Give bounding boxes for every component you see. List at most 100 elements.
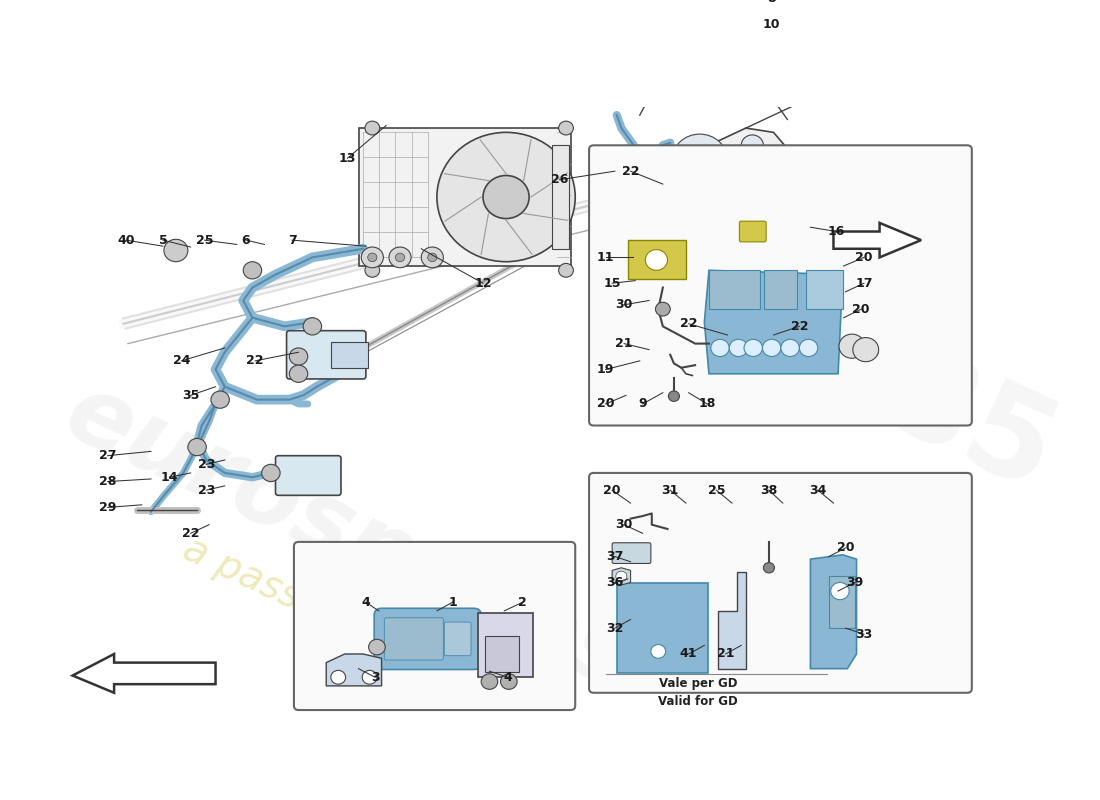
Circle shape [304, 318, 321, 335]
Text: 23: 23 [198, 484, 214, 497]
Text: 41: 41 [680, 647, 697, 661]
Circle shape [729, 339, 748, 357]
Text: a passion for parts: a passion for parts [177, 530, 521, 718]
Circle shape [362, 670, 377, 684]
Circle shape [651, 645, 666, 658]
FancyBboxPatch shape [590, 146, 971, 426]
Circle shape [368, 639, 385, 655]
Circle shape [656, 302, 670, 316]
Text: 6: 6 [242, 234, 251, 246]
Circle shape [725, 156, 758, 186]
Circle shape [361, 247, 384, 268]
Circle shape [367, 253, 377, 262]
Circle shape [428, 253, 437, 262]
Text: 885: 885 [786, 298, 1075, 518]
Circle shape [262, 464, 280, 482]
Text: 24: 24 [173, 354, 190, 367]
Circle shape [800, 339, 817, 357]
Text: 13: 13 [339, 152, 356, 165]
Circle shape [616, 571, 627, 582]
Circle shape [781, 339, 800, 357]
Circle shape [365, 263, 380, 278]
Text: 22: 22 [680, 318, 697, 330]
Text: 22: 22 [791, 320, 808, 333]
Text: 35: 35 [182, 389, 199, 402]
Text: 22: 22 [621, 165, 639, 178]
Text: eurospares: eurospares [648, 254, 972, 442]
Text: 18: 18 [698, 398, 716, 410]
Circle shape [211, 391, 230, 408]
Text: 31: 31 [661, 484, 679, 497]
Polygon shape [612, 568, 630, 585]
FancyBboxPatch shape [478, 614, 532, 678]
Circle shape [830, 582, 849, 600]
Circle shape [762, 339, 781, 357]
Circle shape [559, 121, 573, 135]
Circle shape [852, 338, 879, 362]
Circle shape [646, 250, 668, 270]
Text: 10: 10 [763, 18, 780, 31]
FancyBboxPatch shape [829, 576, 855, 628]
Text: 22: 22 [182, 526, 199, 540]
Text: 17: 17 [855, 277, 872, 290]
Polygon shape [359, 128, 571, 266]
Text: 36: 36 [606, 576, 624, 589]
FancyBboxPatch shape [617, 583, 708, 673]
Circle shape [689, 150, 711, 170]
Text: 29: 29 [99, 501, 117, 514]
Polygon shape [628, 240, 686, 279]
FancyBboxPatch shape [287, 330, 366, 379]
Circle shape [289, 365, 308, 382]
Circle shape [669, 391, 680, 402]
Text: 4: 4 [504, 670, 513, 684]
Circle shape [395, 253, 405, 262]
Text: 4: 4 [362, 596, 371, 609]
Text: 28: 28 [99, 475, 117, 488]
Polygon shape [704, 270, 843, 374]
FancyBboxPatch shape [552, 146, 569, 249]
Circle shape [188, 438, 207, 456]
Circle shape [331, 670, 345, 684]
Text: 21: 21 [615, 337, 632, 350]
Text: 20: 20 [855, 251, 872, 264]
Text: 1: 1 [448, 596, 456, 609]
Circle shape [365, 121, 380, 135]
Text: 16: 16 [827, 225, 845, 238]
Text: 8: 8 [768, 0, 776, 6]
FancyBboxPatch shape [739, 221, 766, 242]
Text: 20: 20 [852, 302, 870, 316]
Circle shape [437, 132, 575, 262]
Polygon shape [327, 654, 382, 686]
Text: 14: 14 [161, 470, 178, 484]
FancyBboxPatch shape [384, 618, 443, 660]
Text: 15: 15 [604, 277, 620, 290]
Text: 25: 25 [196, 234, 213, 246]
Text: eurospares: eurospares [51, 366, 648, 710]
Polygon shape [73, 654, 216, 693]
Circle shape [481, 674, 498, 690]
Text: 33: 33 [856, 628, 872, 641]
Text: 20: 20 [597, 398, 615, 410]
FancyBboxPatch shape [590, 473, 971, 693]
FancyBboxPatch shape [374, 608, 481, 670]
Text: 12: 12 [474, 277, 492, 290]
Text: 20: 20 [604, 484, 620, 497]
Circle shape [559, 263, 573, 278]
Text: 30: 30 [615, 298, 632, 311]
Text: Vale per GD
Valid for GD: Vale per GD Valid for GD [658, 678, 738, 708]
Circle shape [421, 247, 443, 268]
Circle shape [741, 135, 763, 156]
Polygon shape [811, 555, 857, 669]
Circle shape [839, 334, 865, 358]
Circle shape [672, 134, 727, 186]
Text: 21: 21 [717, 647, 735, 661]
Text: 11: 11 [597, 251, 615, 264]
Polygon shape [645, 128, 792, 193]
FancyBboxPatch shape [710, 270, 760, 309]
FancyBboxPatch shape [331, 342, 367, 368]
Text: 40: 40 [118, 234, 135, 246]
Circle shape [243, 262, 262, 279]
Circle shape [744, 339, 762, 357]
Text: 37: 37 [606, 550, 624, 563]
FancyBboxPatch shape [294, 542, 575, 710]
